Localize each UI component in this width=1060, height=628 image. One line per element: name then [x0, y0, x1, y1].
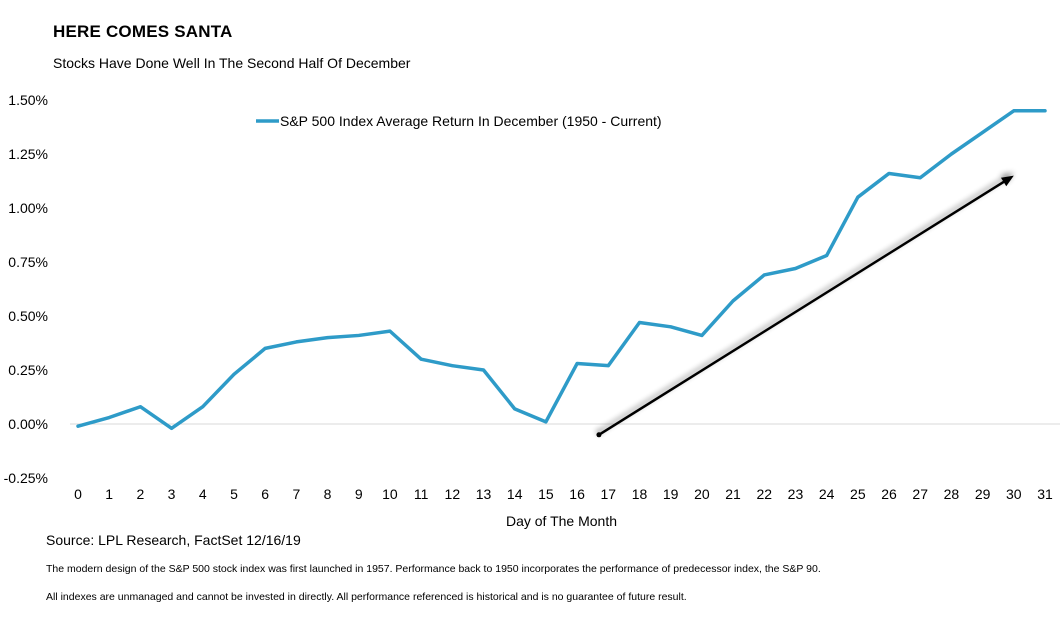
x-tick-label: 17 [601, 486, 617, 502]
data-point [762, 273, 766, 277]
disclaimer-note-1: The modern design of the S&P 500 stock i… [46, 563, 821, 575]
data-point [793, 266, 797, 270]
chart-title: HERE COMES SANTA [53, 22, 233, 41]
data-point [326, 336, 330, 340]
trend-arrow [596, 175, 1014, 438]
x-tick-label: 27 [912, 486, 928, 502]
y-tick-label: -0.25% [4, 470, 48, 486]
data-point [419, 357, 423, 361]
x-tick-label: 24 [819, 486, 835, 502]
trend-arrow-annotation [596, 175, 1014, 438]
data-point [170, 426, 174, 430]
x-tick-label: 19 [663, 486, 679, 502]
legend: S&P 500 Index Average Return In December… [256, 113, 662, 129]
x-tick-label: 12 [445, 486, 461, 502]
y-tick-label: 1.25% [8, 146, 48, 162]
x-tick-label: 23 [788, 486, 804, 502]
data-point [669, 325, 673, 329]
y-tick-label: 0.00% [8, 416, 48, 432]
x-tick-label: 20 [694, 486, 710, 502]
legend-label: S&P 500 Index Average Return In December… [280, 113, 662, 129]
x-tick-label: 15 [538, 486, 554, 502]
x-tick-label: 28 [944, 486, 960, 502]
data-point [201, 405, 205, 409]
x-tick-label: 3 [168, 486, 176, 502]
x-axis: 0 1 2 3 4 5 6 7 8 9 10 11 12 13 14 15 16 17 18 19 20 21 22 23 24… [74, 486, 1053, 502]
y-tick-label: 0.25% [8, 362, 48, 378]
x-tick-label: 13 [476, 486, 492, 502]
x-tick-label: 26 [881, 486, 897, 502]
data-point [482, 368, 486, 372]
x-tick-label: 2 [136, 486, 144, 502]
y-tick-label: 0.50% [8, 308, 48, 324]
data-point [232, 372, 236, 376]
x-tick-label: 16 [569, 486, 585, 502]
x-tick-label: 7 [292, 486, 300, 502]
data-point [981, 130, 985, 134]
data-point [637, 320, 641, 324]
x-tick-label: 30 [1006, 486, 1022, 502]
x-tick-label: 22 [756, 486, 772, 502]
data-point [357, 333, 361, 337]
data-point [450, 364, 454, 368]
x-tick-label: 5 [230, 486, 238, 502]
data-point [825, 254, 829, 258]
chart-subtitle: Stocks Have Done Well In The Second Half… [53, 55, 411, 71]
y-tick-label: 0.75% [8, 254, 48, 270]
data-point [575, 362, 579, 366]
data-point [294, 340, 298, 344]
data-point [76, 424, 80, 428]
x-tick-label: 14 [507, 486, 523, 502]
data-point [1043, 109, 1047, 113]
x-tick-label: 8 [324, 486, 332, 502]
data-point [918, 176, 922, 180]
data-point [544, 420, 548, 424]
x-axis-label: Day of The Month [506, 513, 617, 529]
data-point [263, 346, 267, 350]
series-line [76, 109, 1047, 431]
y-tick-label: 1.00% [8, 200, 48, 216]
trend-arrow-tail [596, 432, 602, 438]
x-tick-label: 4 [199, 486, 207, 502]
data-point [388, 329, 392, 333]
data-point [887, 171, 891, 175]
y-axis: -0.25% 0.00% 0.25% 0.50% 0.75% 1.00% 1.25% 1.50… [4, 92, 48, 486]
trend-arrow-head [1000, 175, 1014, 187]
disclaimer-note-2: All indexes are unmanaged and cannot be … [46, 591, 687, 603]
source-note: Source: LPL Research, FactSet 12/16/19 [46, 532, 301, 548]
x-tick-label: 11 [414, 486, 429, 502]
data-point [513, 407, 517, 411]
series-layer [76, 109, 1047, 431]
data-point [138, 405, 142, 409]
trend-arrow-shaft [597, 180, 1005, 437]
x-tick-label: 21 [725, 486, 741, 502]
data-point [107, 416, 111, 420]
data-point [1012, 109, 1016, 113]
x-tick-label: 0 [74, 486, 82, 502]
data-point [856, 195, 860, 199]
data-point [949, 152, 953, 156]
x-tick-label: 1 [105, 486, 113, 502]
x-tick-label: 9 [355, 486, 363, 502]
x-tick-label: 25 [850, 486, 866, 502]
x-tick-label: 18 [632, 486, 648, 502]
data-point [606, 364, 610, 368]
data-point [731, 299, 735, 303]
x-tick-label: 31 [1037, 486, 1053, 502]
x-tick-label: 6 [261, 486, 269, 502]
data-point [700, 333, 704, 337]
y-tick-label: 1.50% [8, 92, 48, 108]
x-tick-label: 29 [975, 486, 991, 502]
x-tick-label: 10 [382, 486, 398, 502]
